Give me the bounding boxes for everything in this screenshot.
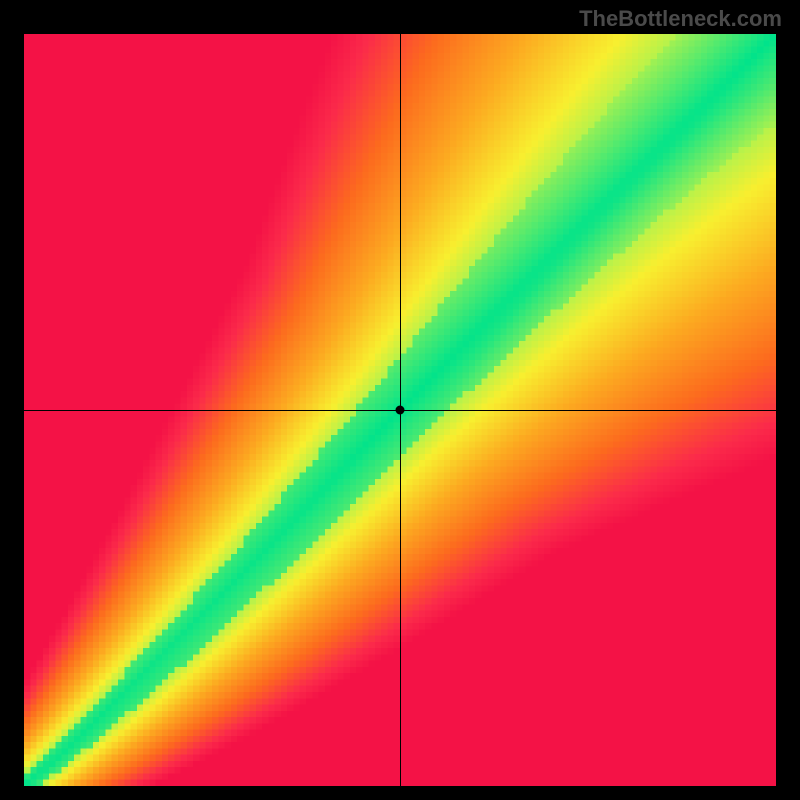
attribution-text: TheBottleneck.com <box>579 6 782 32</box>
bottleneck-heatmap <box>24 34 776 786</box>
selection-marker <box>396 406 405 415</box>
chart-root: TheBottleneck.com <box>0 0 800 800</box>
